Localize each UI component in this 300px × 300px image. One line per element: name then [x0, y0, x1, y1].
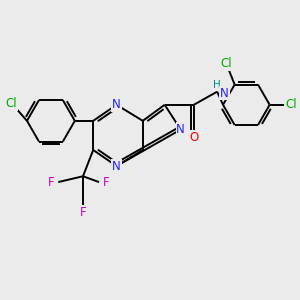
- Text: F: F: [80, 206, 86, 219]
- Text: Cl: Cl: [6, 97, 17, 110]
- Text: Cl: Cl: [286, 98, 297, 111]
- Text: N: N: [112, 160, 121, 172]
- Text: N: N: [112, 98, 121, 111]
- Text: N: N: [176, 123, 185, 136]
- Text: F: F: [103, 176, 110, 189]
- Text: H: H: [213, 80, 221, 90]
- Text: Cl: Cl: [220, 57, 232, 70]
- Text: F: F: [48, 176, 54, 189]
- Text: O: O: [189, 131, 199, 144]
- Text: N: N: [220, 87, 229, 100]
